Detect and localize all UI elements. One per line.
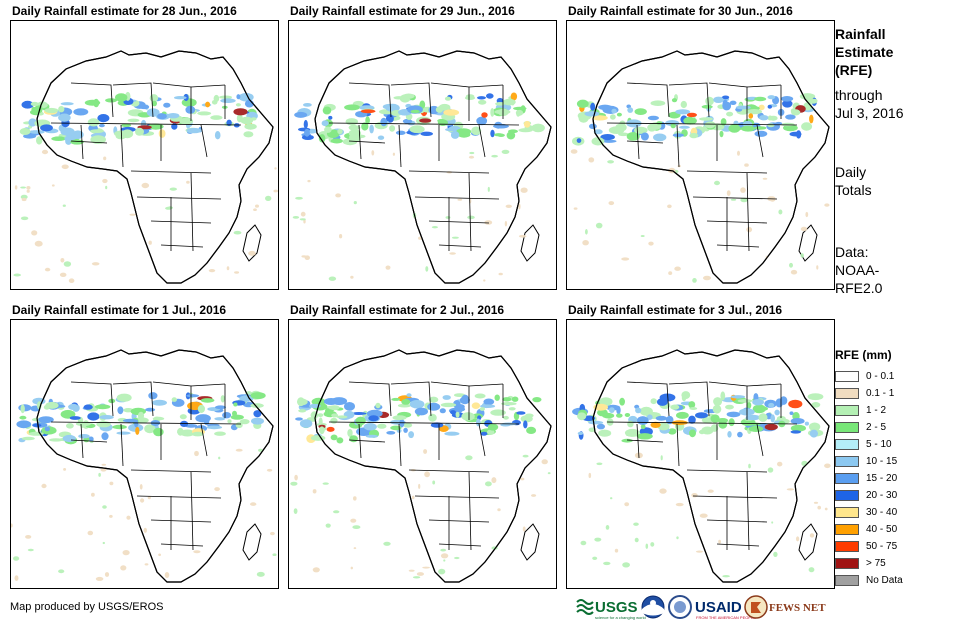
africa-map-graphic — [11, 349, 277, 583]
legend-item: 1 - 2 — [835, 402, 903, 419]
side-title-line: Rainfall — [835, 26, 886, 42]
legend-label: 0.1 - 1 — [866, 388, 895, 399]
legend-label: 30 - 40 — [866, 507, 898, 518]
panel-title: Daily Rainfall estimate for 29 Jun., 201… — [290, 4, 515, 18]
legend-swatch — [835, 439, 859, 450]
side-title: Rainfall Estimate (RFE) — [835, 25, 893, 79]
legend-label: 20 - 30 — [866, 490, 898, 501]
legend-swatch — [835, 490, 859, 501]
usaid-tagline: FROM THE AMERICAN PEOPLE — [696, 615, 756, 620]
map-panel-5: Daily Rainfall estimate for 2 Jul., 2016 — [288, 303, 558, 593]
legend-swatch — [835, 507, 859, 518]
map-panel-2: Daily Rainfall estimate for 29 Jun., 201… — [288, 4, 558, 294]
africa-map-graphic — [570, 50, 830, 284]
legend-item: 40 - 50 — [835, 521, 903, 538]
legend-label: > 75 — [866, 558, 886, 569]
fewsnet-logo: FEWS NET — [744, 595, 826, 619]
legend-item: 0 - 0.1 — [835, 368, 903, 385]
fewsnet-logo-text: FEWS NET — [769, 602, 826, 614]
legend-item: > 75 — [835, 555, 903, 572]
africa-map-graphic — [13, 50, 278, 284]
usaid-logo-text: USAID — [695, 599, 742, 616]
through-date: through Jul 3, 2016 — [835, 86, 904, 122]
legend-label: 15 - 20 — [866, 473, 898, 484]
map-panel-3: Daily Rainfall estimate for 30 Jun., 201… — [566, 4, 836, 294]
usgs-logo: USGS science for a changing world — [576, 599, 646, 620]
legend-item: 5 - 10 — [835, 436, 903, 453]
agency-logos: USGS science for a changing world USAID … — [576, 595, 826, 620]
usgs-logo-text: USGS — [595, 599, 638, 616]
panel-title: Daily Rainfall estimate for 3 Jul., 2016 — [568, 303, 783, 317]
totals-label: Daily Totals — [835, 163, 872, 199]
legend-swatch — [835, 575, 859, 586]
legend-swatch — [835, 422, 859, 433]
legend-label: No Data — [866, 575, 903, 586]
legend-item: 15 - 20 — [835, 470, 903, 487]
side-title-line: (RFE) — [835, 62, 873, 78]
legend-swatch — [835, 473, 859, 484]
africa-map-graphic — [290, 349, 552, 583]
map-credit: Map produced by USGS/EROS — [10, 601, 164, 613]
map-panel-4: Daily Rainfall estimate for 1 Jul., 2016 — [10, 303, 280, 593]
legend-swatch — [835, 558, 859, 569]
legend-item: 20 - 30 — [835, 487, 903, 504]
panel-title: Daily Rainfall estimate for 2 Jul., 2016 — [290, 303, 505, 317]
africa-map-graphic — [572, 349, 831, 583]
legend: RFE (mm) 0 - 0.1 0.1 - 1 1 - 2 2 - 5 5 - 10 1… — [835, 348, 903, 589]
usgs-tagline: science for a changing world — [595, 615, 646, 620]
panel-title: Daily Rainfall estimate for 1 Jul., 2016 — [12, 303, 227, 317]
legend-label: 0 - 0.1 — [866, 371, 895, 382]
noaa-logo — [641, 595, 665, 619]
rainfall-map — [10, 20, 279, 290]
legend-swatch — [835, 371, 859, 382]
map-panel-6: Daily Rainfall estimate for 3 Jul., 2016 — [566, 303, 836, 593]
legend-swatch — [835, 405, 859, 416]
data-source-line: NOAA- — [835, 262, 880, 278]
totals-line: Totals — [835, 182, 872, 198]
panel-title: Daily Rainfall estimate for 30 Jun., 201… — [568, 4, 793, 18]
legend-item: 0.1 - 1 — [835, 385, 903, 402]
legend-title: RFE (mm) — [835, 348, 892, 362]
totals-line: Daily — [835, 164, 867, 180]
doi-seal-logo — [668, 595, 692, 619]
rainfall-map — [288, 319, 557, 589]
legend-swatch — [835, 541, 859, 552]
rainfall-map — [566, 319, 835, 589]
side-title-line: Estimate — [835, 44, 894, 60]
africa-map-graphic — [292, 50, 552, 284]
through-value: Jul 3, 2016 — [835, 105, 904, 121]
rainfall-map — [288, 20, 557, 290]
legend-swatch — [835, 388, 859, 399]
legend-item: 30 - 40 — [835, 504, 903, 521]
data-source-line: RFE2.0 — [835, 280, 883, 296]
legend-item: 2 - 5 — [835, 419, 903, 436]
legend-label: 2 - 5 — [866, 422, 887, 433]
legend-label: 10 - 15 — [866, 456, 898, 467]
legend-label: 40 - 50 — [866, 524, 898, 535]
legend-label: 50 - 75 — [866, 541, 898, 552]
through-label: through — [835, 87, 883, 103]
map-panel-1: Daily Rainfall estimate for 28 Jun., 201… — [10, 4, 280, 294]
rainfall-map — [10, 319, 279, 589]
legend-swatch — [835, 524, 859, 535]
data-source-line: Data: — [835, 244, 869, 260]
legend-item: 50 - 75 — [835, 538, 903, 555]
legend-label: 1 - 2 — [866, 405, 887, 416]
legend-label: 5 - 10 — [866, 439, 892, 450]
legend-item: 10 - 15 — [835, 453, 903, 470]
legend-swatch — [835, 456, 859, 467]
rainfall-map — [566, 20, 835, 290]
panel-title: Daily Rainfall estimate for 28 Jun., 201… — [12, 4, 237, 18]
legend-item: No Data — [835, 572, 903, 589]
data-source: Data: NOAA- RFE2.0 — [835, 243, 882, 297]
usaid-logo: USAID FROM THE AMERICAN PEOPLE — [695, 599, 756, 620]
